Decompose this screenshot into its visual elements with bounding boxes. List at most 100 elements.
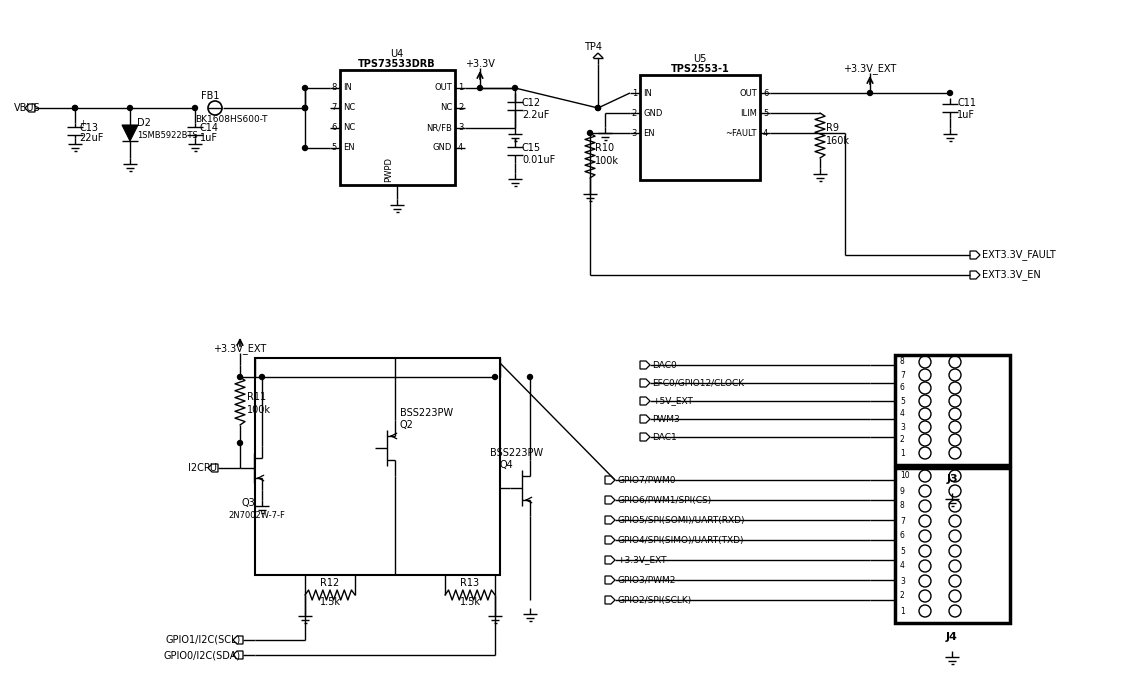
Text: +3.3V_EXT: +3.3V_EXT: [844, 64, 897, 75]
Bar: [340, 70, 455, 185]
Text: BSS223PW: BSS223PW: [400, 408, 453, 418]
Bar: [895, 355, 1010, 465]
Text: +3.3V_EXT: +3.3V_EXT: [617, 555, 667, 564]
Text: GPIO4/SPI(SIMO)/UART(TXD): GPIO4/SPI(SIMO)/UART(TXD): [617, 536, 743, 545]
Text: ILIM: ILIM: [740, 109, 757, 117]
Bar: [640, 75, 760, 180]
Polygon shape: [122, 125, 138, 141]
Text: 8: 8: [899, 502, 905, 511]
Text: TPS2553-1: TPS2553-1: [670, 64, 730, 74]
Circle shape: [528, 375, 532, 380]
Text: VBUS: VBUS: [14, 103, 41, 113]
Text: 6: 6: [899, 532, 905, 540]
Text: OUT: OUT: [434, 84, 451, 92]
Text: IN: IN: [343, 84, 352, 92]
Text: C13: C13: [79, 123, 98, 133]
Text: TP4: TP4: [584, 42, 602, 52]
Text: GPIO3/PWM2: GPIO3/PWM2: [617, 576, 675, 585]
Text: DAC1: DAC1: [652, 433, 677, 441]
Bar: [255, 358, 500, 575]
Text: 4: 4: [899, 562, 905, 570]
Text: NC: NC: [343, 103, 356, 113]
Circle shape: [302, 105, 308, 111]
Text: GPIO1/I2C(SCL): GPIO1/I2C(SCL): [165, 635, 241, 645]
Circle shape: [492, 375, 497, 380]
Text: +: +: [79, 119, 86, 128]
Circle shape: [237, 441, 243, 445]
Circle shape: [73, 105, 78, 111]
Text: 8: 8: [332, 84, 337, 92]
Circle shape: [260, 375, 264, 380]
Circle shape: [193, 105, 197, 111]
Text: FB1: FB1: [201, 91, 219, 101]
Text: GPIO7/PWM0: GPIO7/PWM0: [617, 475, 676, 485]
Circle shape: [595, 105, 601, 111]
Text: GPIO5/SPI(SOMI)/UART(RXD): GPIO5/SPI(SOMI)/UART(RXD): [617, 515, 744, 524]
Text: NR/FB: NR/FB: [426, 124, 451, 132]
Text: C11: C11: [956, 98, 976, 108]
Text: 0.01uF: 0.01uF: [522, 155, 555, 165]
Text: 1: 1: [899, 449, 905, 458]
Text: PWPD: PWPD: [384, 158, 393, 183]
Circle shape: [237, 375, 243, 380]
Text: 2N7002W-7-F: 2N7002W-7-F: [228, 511, 285, 519]
Text: PWM3: PWM3: [652, 414, 679, 424]
Text: J3: J3: [946, 474, 958, 484]
Text: 5: 5: [763, 109, 768, 117]
Text: GND: GND: [432, 143, 451, 153]
Text: 4: 4: [763, 128, 768, 138]
Text: J4: J4: [946, 632, 958, 642]
Circle shape: [478, 86, 482, 90]
Text: 1.5k: 1.5k: [320, 597, 341, 607]
Text: R9: R9: [826, 123, 839, 133]
Text: 6: 6: [763, 88, 768, 98]
Text: +3.3V: +3.3V: [465, 59, 495, 69]
Circle shape: [587, 130, 593, 136]
Text: EXT3.3V_FAULT: EXT3.3V_FAULT: [982, 250, 1056, 261]
Text: 7: 7: [899, 517, 905, 526]
Text: TPS73533DRB: TPS73533DRB: [358, 59, 435, 69]
Text: 2: 2: [899, 591, 905, 600]
Text: D2: D2: [137, 118, 150, 128]
Text: ~FAULT: ~FAULT: [725, 128, 757, 138]
Text: 6: 6: [332, 124, 337, 132]
Text: EXT3.3V_EN: EXT3.3V_EN: [982, 270, 1041, 280]
Text: NC: NC: [440, 103, 451, 113]
Text: 3: 3: [899, 422, 905, 431]
Text: 7: 7: [899, 371, 905, 380]
Text: U5: U5: [693, 54, 707, 64]
Text: Q4: Q4: [500, 460, 514, 470]
Text: GPIO0/I2C(SDA): GPIO0/I2C(SDA): [164, 650, 241, 660]
Text: NC: NC: [343, 124, 356, 132]
Text: 2: 2: [899, 435, 905, 445]
Text: 100k: 100k: [595, 156, 619, 166]
Text: +5V_EXT: +5V_EXT: [652, 397, 693, 405]
Circle shape: [73, 105, 78, 111]
Text: BK1608HS600-T: BK1608HS600-T: [195, 115, 268, 124]
Text: C12: C12: [522, 98, 542, 108]
Text: BSS223PW: BSS223PW: [490, 448, 543, 458]
Text: 1: 1: [458, 84, 463, 92]
Text: 6: 6: [899, 384, 905, 392]
Text: 4: 4: [899, 409, 905, 418]
Text: 1SMB5922BTS: 1SMB5922BTS: [137, 130, 197, 139]
Text: 3: 3: [458, 124, 463, 132]
Circle shape: [128, 105, 132, 111]
Circle shape: [302, 105, 308, 111]
Text: I2CPU: I2CPU: [188, 463, 217, 473]
Text: 22uF: 22uF: [79, 133, 104, 143]
Text: +3.3V_EXT: +3.3V_EXT: [213, 344, 267, 354]
Text: Q3: Q3: [242, 498, 255, 508]
Text: R12: R12: [320, 578, 340, 588]
Circle shape: [947, 90, 953, 96]
Circle shape: [302, 86, 308, 90]
Text: 10: 10: [899, 471, 910, 481]
Text: R10: R10: [595, 143, 614, 153]
Text: 5: 5: [899, 547, 905, 555]
Text: DAC0: DAC0: [652, 361, 677, 369]
Text: 160k: 160k: [826, 136, 850, 146]
Text: GPIO6/PWM1/SPI(CS): GPIO6/PWM1/SPI(CS): [617, 496, 711, 504]
Text: EFC0/GPIO12/CLOCK: EFC0/GPIO12/CLOCK: [652, 378, 744, 388]
Text: OUT: OUT: [739, 88, 757, 98]
Text: IN: IN: [643, 88, 652, 98]
